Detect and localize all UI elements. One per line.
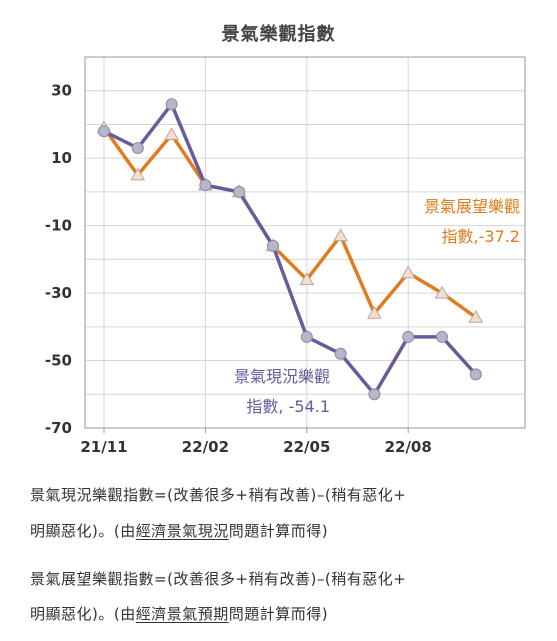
y-tick-label: -50 <box>45 352 72 370</box>
note-underlined-term: 經濟景氣預期 <box>135 605 229 623</box>
x-tick-label: 22/05 <box>283 438 330 456</box>
data-point-current <box>98 125 110 138</box>
outlook-annotation-line1: 景氣展望樂觀 <box>423 197 520 216</box>
data-point-current <box>368 388 381 401</box>
data-point-current <box>233 185 246 198</box>
data-point-outlook <box>130 167 146 181</box>
data-point-current <box>165 98 178 111</box>
definition-note-current-line2: 明顯惡化)。(由經濟景氣現況問題計算而得) <box>30 520 328 541</box>
y-tick-label: -30 <box>45 284 72 302</box>
data-point-current <box>300 330 313 343</box>
y-tick-label: -10 <box>45 217 72 235</box>
x-tick-label: 22/02 <box>182 438 229 456</box>
current-series-annotation: 景氣現況樂觀 指數, -54.1 <box>180 362 330 422</box>
outlook-annotation-line2: 指數,-37.2 <box>441 227 521 246</box>
data-point-outlook <box>164 127 179 140</box>
y-tick-label: 30 <box>51 82 72 100</box>
note-text: 明顯惡化)。(由 <box>30 522 136 540</box>
note-text: 問題計算而得) <box>228 522 329 540</box>
definition-note-outlook-line1: 景氣展望樂觀指數=(改善很多+稍有改善)–(稍有惡化+ <box>30 570 407 588</box>
definition-note-current-line1: 景氣現況樂觀指數=(改善很多+稍有改善)–(稍有惡化+ <box>30 486 407 504</box>
outlook-series-annotation: 景氣展望樂觀 指數,-37.2 <box>370 192 520 252</box>
data-point-current <box>267 239 279 252</box>
x-tick-label: 22/08 <box>385 438 432 456</box>
data-point-current <box>469 368 482 381</box>
data-point-outlook <box>400 265 416 279</box>
note-underlined-term: 經濟景氣現況 <box>135 522 229 540</box>
data-point-current <box>199 179 212 192</box>
data-point-outlook <box>434 285 450 299</box>
current-annotation-line2: 指數, -54.1 <box>246 397 330 416</box>
data-point-current <box>334 347 347 360</box>
data-point-current <box>131 142 144 155</box>
data-point-current <box>402 330 415 343</box>
x-tick-label: 21/11 <box>80 438 127 456</box>
chart-title: 景氣樂觀指數 <box>221 24 336 45</box>
line-chart: 30 10 -10 -30 -50 -70 21/11 22/02 22/05 22/08 <box>45 56 526 456</box>
data-point-outlook <box>367 305 382 319</box>
plot-frame <box>84 56 526 429</box>
y-tick-label: -70 <box>45 419 72 437</box>
data-point-outlook <box>333 228 348 242</box>
current-annotation-line1: 景氣現況樂觀 <box>233 367 330 386</box>
data-point-outlook <box>299 272 315 285</box>
note-text: 問題計算而得) <box>228 605 329 623</box>
data-point-current <box>436 330 448 343</box>
y-tick-label: 10 <box>51 149 72 167</box>
note-text: 明顯惡化)。(由 <box>30 605 136 623</box>
data-point-outlook <box>468 309 484 323</box>
definition-note-outlook-line2: 明顯惡化)。(由經濟景氣預期問題計算而得) <box>30 603 328 624</box>
